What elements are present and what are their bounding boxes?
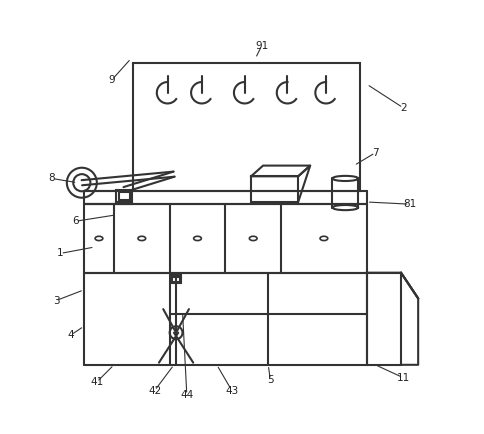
Text: 8: 8 — [48, 174, 55, 184]
Text: 5: 5 — [267, 375, 273, 385]
Text: 7: 7 — [371, 148, 378, 158]
Bar — [251, 176, 298, 202]
Text: 9: 9 — [108, 75, 115, 85]
Text: 43: 43 — [225, 385, 238, 395]
Bar — [172, 276, 180, 282]
Text: 91: 91 — [255, 41, 268, 51]
Text: 4: 4 — [68, 330, 74, 340]
Text: 44: 44 — [180, 390, 193, 400]
Text: 11: 11 — [396, 373, 409, 383]
Text: 2: 2 — [399, 103, 406, 113]
Text: 42: 42 — [148, 385, 161, 395]
Text: 6: 6 — [72, 216, 78, 226]
Text: 3: 3 — [53, 296, 60, 306]
Text: 41: 41 — [90, 377, 103, 387]
Bar — [119, 192, 130, 200]
Text: 81: 81 — [402, 199, 415, 209]
Text: 1: 1 — [57, 248, 63, 258]
Bar — [170, 275, 181, 283]
Bar — [116, 190, 132, 202]
Bar — [366, 273, 400, 365]
Bar — [133, 63, 360, 191]
